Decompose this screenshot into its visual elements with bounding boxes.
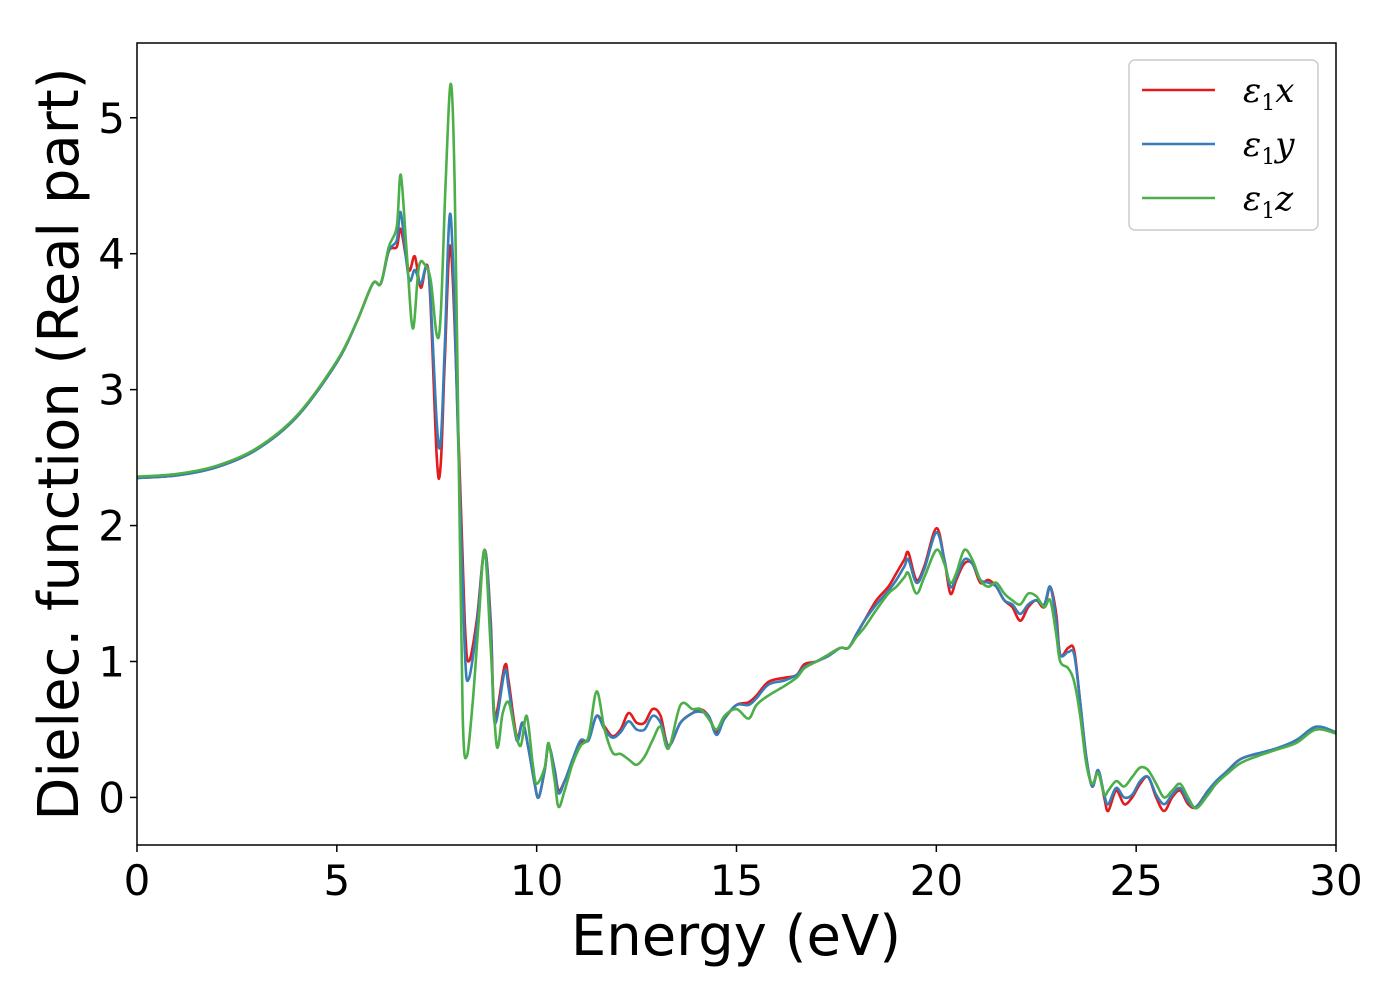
legend-symbol: ε (1243, 125, 1261, 165)
legend-subscript: 1 (1261, 145, 1275, 170)
x-tick-label: 30 (1309, 856, 1362, 905)
y-tick-label: 5 (98, 94, 125, 143)
legend-subscript: 1 (1261, 91, 1275, 116)
legend-component: z (1274, 179, 1294, 219)
x-tick-label: 10 (510, 856, 563, 905)
series-line-z (137, 82, 1336, 810)
legend-subscript: 1 (1261, 199, 1275, 224)
x-tick-label: 25 (1109, 856, 1162, 905)
x-axis-label: Energy (eV) (571, 904, 901, 969)
y-tick-label: 4 (98, 230, 125, 279)
legend-symbol: ε (1243, 179, 1261, 219)
y-tick-label: 0 (98, 773, 125, 822)
legend-component: x (1275, 71, 1294, 111)
legend-label-y: ε1y (1243, 125, 1295, 170)
y-tick-label: 2 (98, 502, 125, 551)
x-axis-ticks: 0 5 10 15 20 25 30 (124, 845, 1363, 905)
x-tick-label: 20 (910, 856, 963, 905)
legend-label-z: ε1z (1243, 179, 1294, 224)
legend-box (1128, 59, 1319, 231)
y-axis-ticks: 0 1 2 3 4 5 (98, 94, 137, 822)
x-tick-label: 5 (323, 856, 350, 905)
legend-component: y (1273, 125, 1295, 165)
legend-label-x: ε1x (1243, 71, 1294, 116)
y-axis-label: Dielec. function (Real part) (27, 67, 92, 820)
y-tick-label: 1 (98, 637, 125, 686)
y-tick-label: 3 (98, 366, 125, 415)
x-tick-label: 15 (710, 856, 763, 905)
plot-frame (136, 42, 1337, 846)
x-tick-label: 0 (124, 856, 151, 905)
legend-symbol: ε (1243, 71, 1261, 111)
series-lines (137, 82, 1336, 813)
